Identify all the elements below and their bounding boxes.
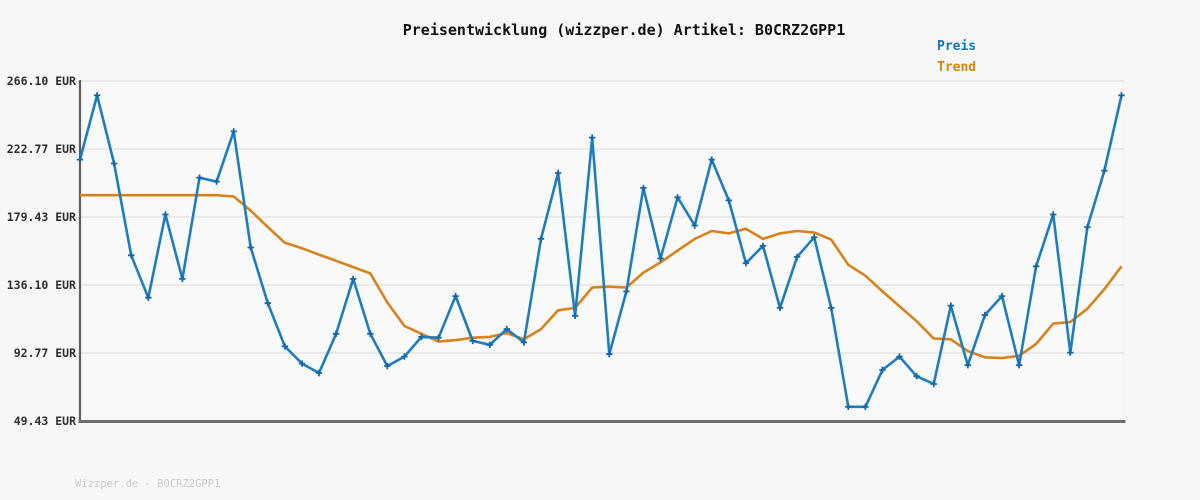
y-axis-label: 49.43 EUR [13,414,76,428]
y-axis-label: 136.10 EUR [6,277,76,292]
y-axis-label: 266.10 EUR [6,74,76,88]
chart-title: Preisentwicklung (wizzper.de) Artikel: B… [402,21,846,39]
y-axis-label: 179.43 EUR [6,210,76,224]
y-axis-label: 92.77 EUR [13,345,76,360]
legend-preis-label: Preis [937,39,977,54]
price-markers [76,92,1125,410]
price-line [78,94,1123,409]
legend-trend-label: Trend [937,60,977,75]
y-axis-label: 222.77 EUR [6,141,76,156]
footer-watermark: Wizzper.de - B0CRZ2GPP1 [75,478,221,490]
trend-line [80,193,1123,360]
